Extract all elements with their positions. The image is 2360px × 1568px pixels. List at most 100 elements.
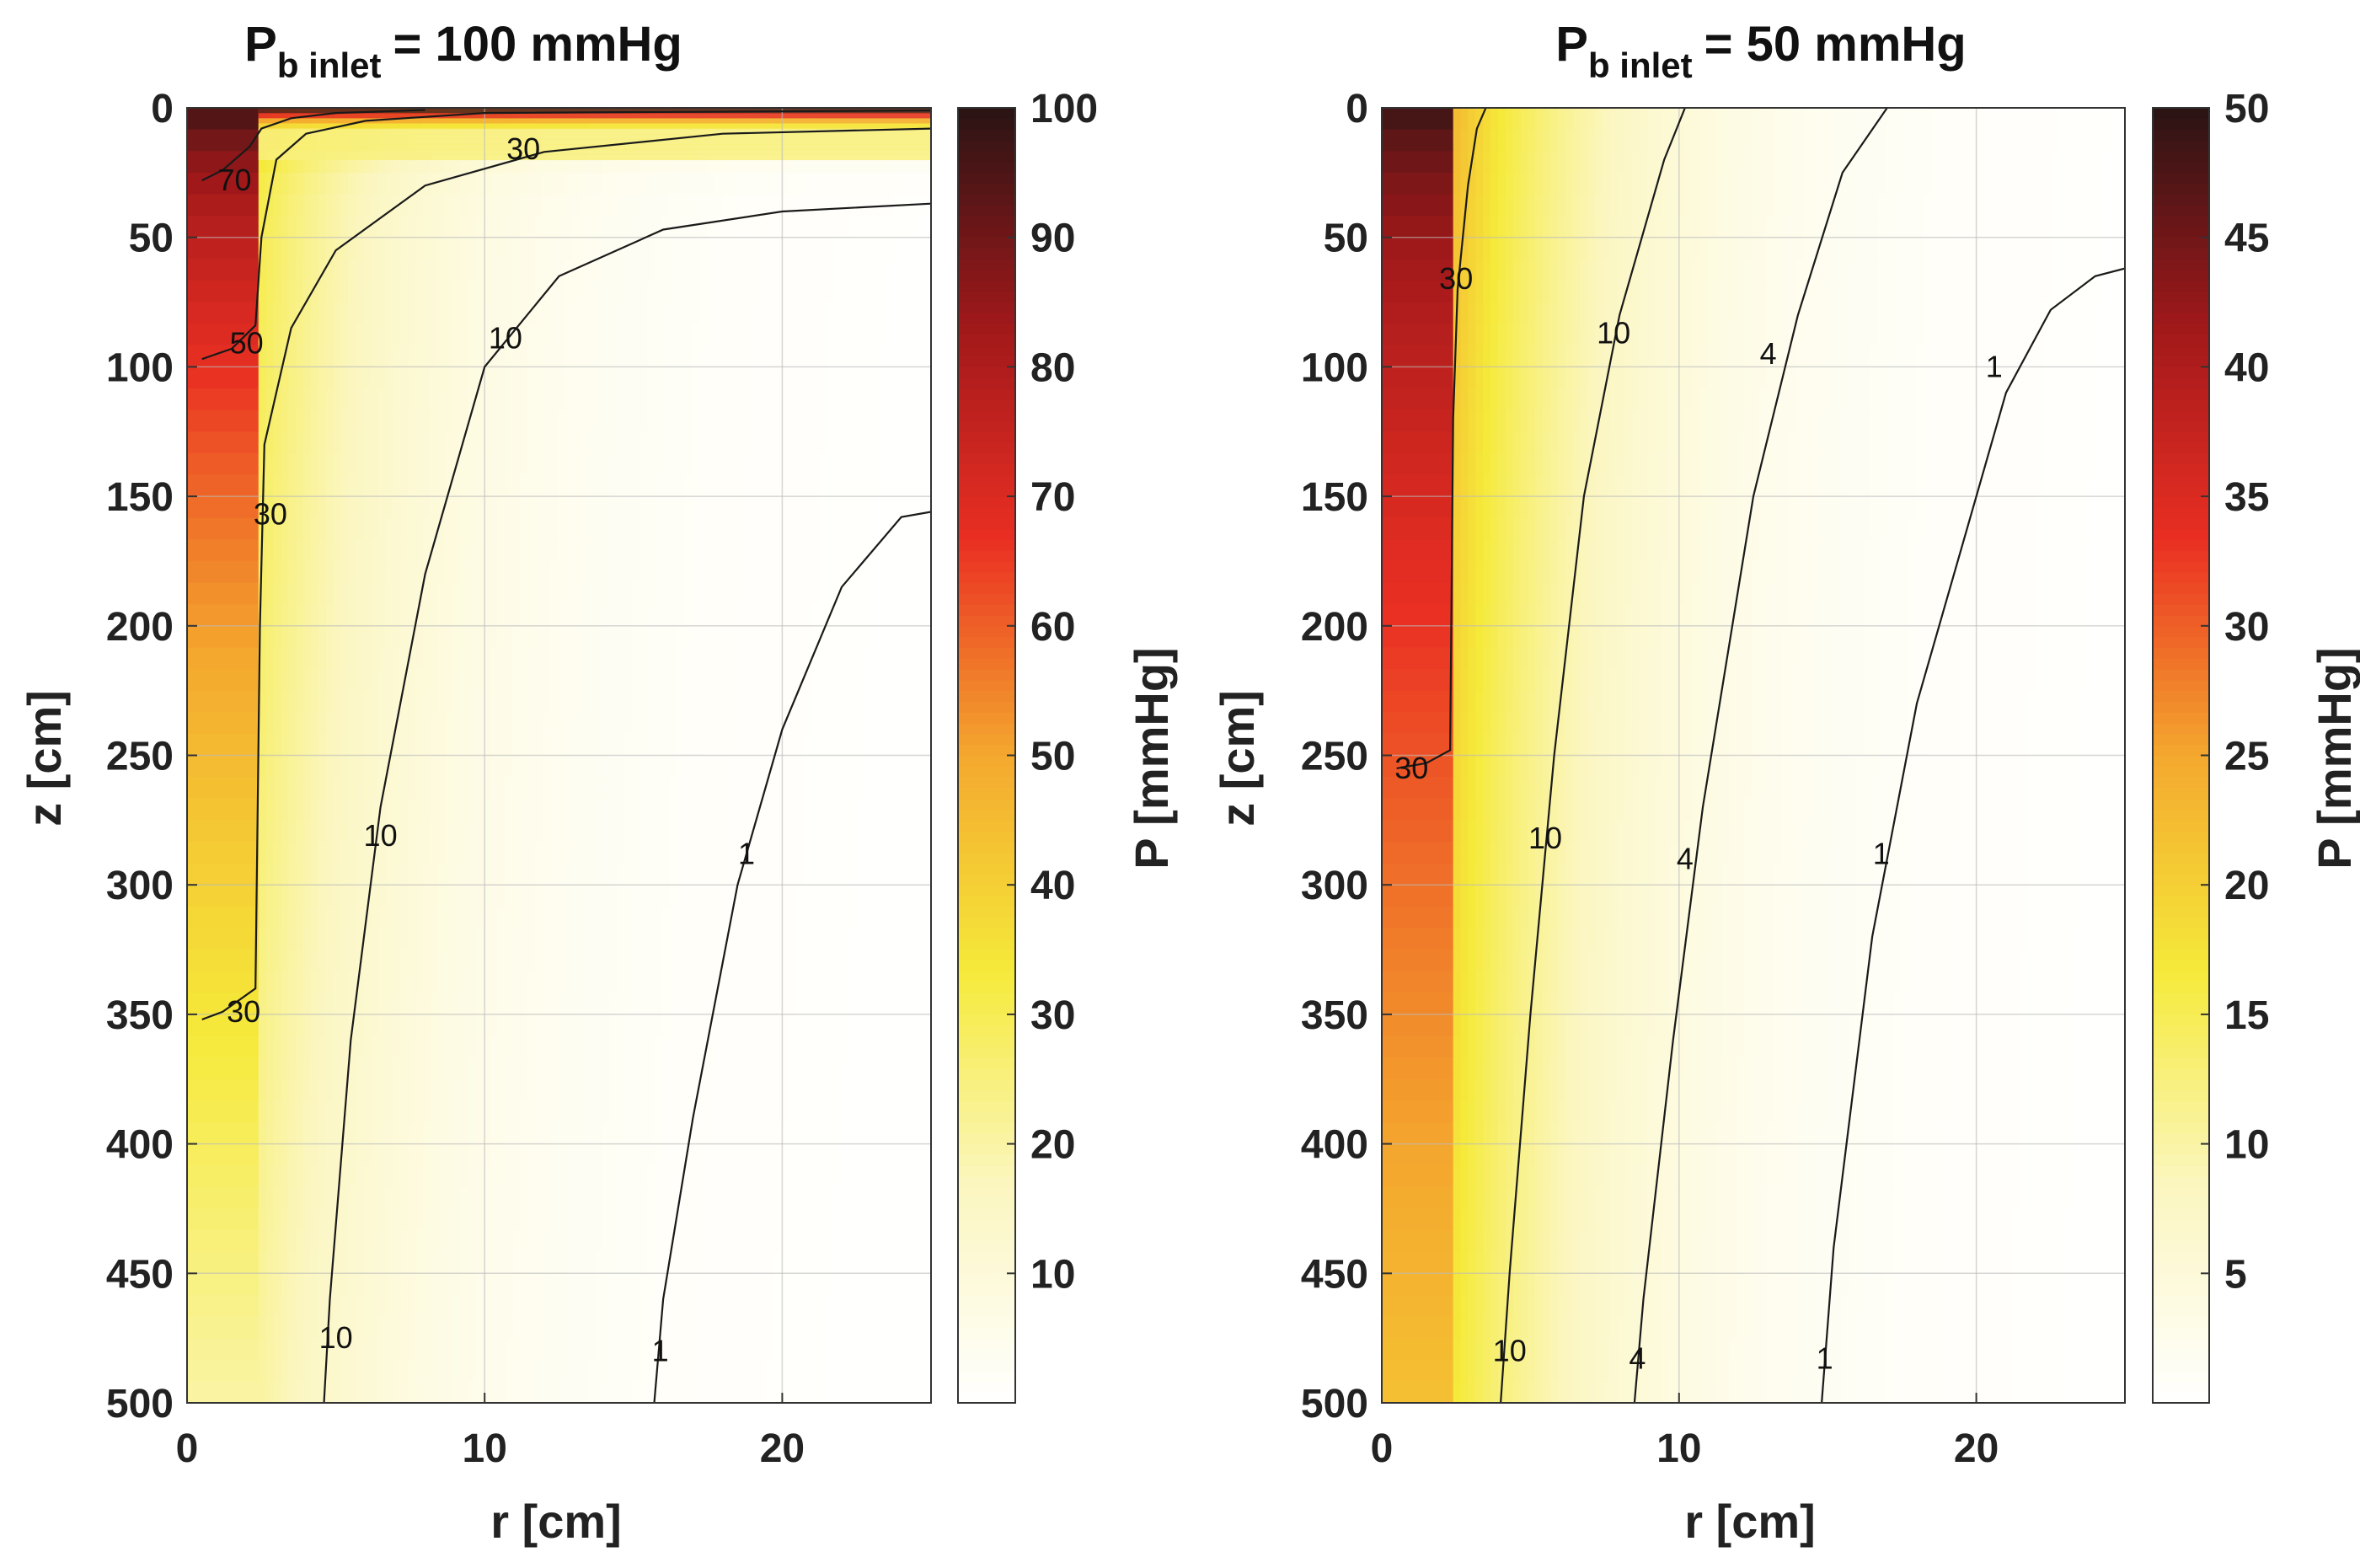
left-heatmap-cell [818,560,827,584]
left-heatmap-cell [437,625,447,649]
left-heatmap-cell [362,971,372,993]
left-heatmap-cell [736,1078,745,1101]
left-heatmap-cell [632,971,640,993]
left-heatmap-cell [646,712,656,735]
left-heatmap-cell [640,755,648,778]
left-heatmap-cell [445,690,453,713]
left-heatmap-cell [781,993,790,1015]
left-heatmap-cell [430,582,439,605]
left-heatmap-cell [886,539,895,562]
left-heatmap-cell [408,1143,416,1166]
left-heatmap-cell [505,409,513,432]
left-heatmap-cell [187,539,260,562]
left-heatmap-cell [340,194,349,217]
left-heatmap-cell [348,517,356,540]
left-heatmap-cell [856,1078,864,1101]
left-heatmap-cell [333,1230,341,1253]
left-heatmap-cell [759,1014,768,1037]
left-heatmap-cell [594,1100,603,1123]
left-heatmap-cell [721,906,730,929]
left-heatmap-cell [445,885,453,907]
left-heatmap-cell [811,431,820,454]
left-heatmap-cell [833,496,843,519]
left-heatmap-cell [721,452,730,476]
left-heatmap-cell [699,1230,708,1253]
left-heatmap-cell [714,1208,723,1231]
left-heatmap-cell [549,820,559,843]
left-heatmap-cell [617,172,625,195]
left-heatmap-cell [288,388,297,411]
left-heatmap-cell [310,733,319,757]
left-heatmap-cell [430,1186,439,1210]
left-heatmap-cell [437,1273,447,1296]
left-heatmap-cell [580,409,588,432]
left-heatmap-cell [706,280,715,303]
left-heatmap-cell [871,172,880,195]
left-heatmap-cell [587,216,596,238]
left-heatmap-cell [646,1121,656,1145]
left-heatmap-cell [452,690,461,713]
left-heatmap-cell [706,1165,715,1188]
left-heatmap-cell [534,259,543,281]
left-heatmap-cell [534,1208,543,1231]
left-heatmap-cell [549,280,559,303]
left-heatmap-cell [752,928,760,950]
left-heatmap-cell [452,560,461,584]
left-heatmap-cell [587,474,596,497]
left-heatmap-cell [706,647,715,670]
left-heatmap-cell [265,216,275,238]
left-heatmap-cell [714,409,723,432]
left-heatmap-cell [296,1121,304,1145]
left-heatmap-cell [460,1121,468,1145]
left-heatmap-cell [497,841,506,864]
left-heatmap-cell [744,733,752,757]
left-heatmap-cell [505,1100,513,1123]
left-heatmap-cell [729,712,737,735]
left-heatmap-cell [692,388,700,411]
left-heatmap-cell [804,1121,812,1145]
left-heatmap-cell [923,345,931,367]
left-heatmap-cell [445,1078,453,1101]
left-heatmap-cell [781,885,790,907]
left-heatmap-cell [273,1121,281,1145]
left-heatmap-cell [310,777,319,800]
left-heatmap-cell [752,690,760,713]
left-heatmap-cell [310,151,319,174]
left-heatmap-cell [356,517,364,540]
left-heatmap-cell [766,367,775,389]
left-heatmap-cell [565,388,573,411]
left-heatmap-cell [580,1208,588,1231]
left-heatmap-cell [527,302,536,324]
left-heatmap-cell [766,409,775,432]
left-heatmap-cell [377,324,387,346]
left-heatmap-cell [430,1057,439,1080]
left-heatmap-cell [497,971,506,993]
left-heatmap-cell [609,1165,618,1188]
left-heatmap-cell [624,409,633,432]
left-heatmap-cell [356,669,364,692]
left-heatmap-cell [377,280,387,303]
left-heatmap-cell [408,1100,416,1123]
left-heatmap-cell [759,496,768,519]
left-heatmap-cell [460,1186,468,1210]
left-heatmap-cell [520,928,528,950]
left-heatmap-cell [856,863,864,886]
left-heatmap-cell [766,1186,775,1210]
left-heatmap-cell [468,928,476,950]
left-heatmap-cell [617,841,625,864]
left-heatmap-cell [408,1273,416,1296]
left-heatmap-cell [669,1165,678,1188]
left-heatmap-cell [273,496,281,519]
left-heatmap-cell [415,216,424,238]
left-heatmap-cell [400,194,409,217]
left-heatmap-cell [580,863,588,886]
left-heatmap [187,108,931,1403]
left-heatmap-cell [901,820,909,843]
left-heatmap-cell [773,194,783,217]
left-heatmap-cell [542,755,551,778]
left-heatmap-cell [617,1251,625,1274]
left-heatmap-cell [773,712,783,735]
left-heatmap-cell [415,237,424,260]
left-heatmap-cell [187,237,260,260]
left-heatmap-cell [684,259,693,281]
